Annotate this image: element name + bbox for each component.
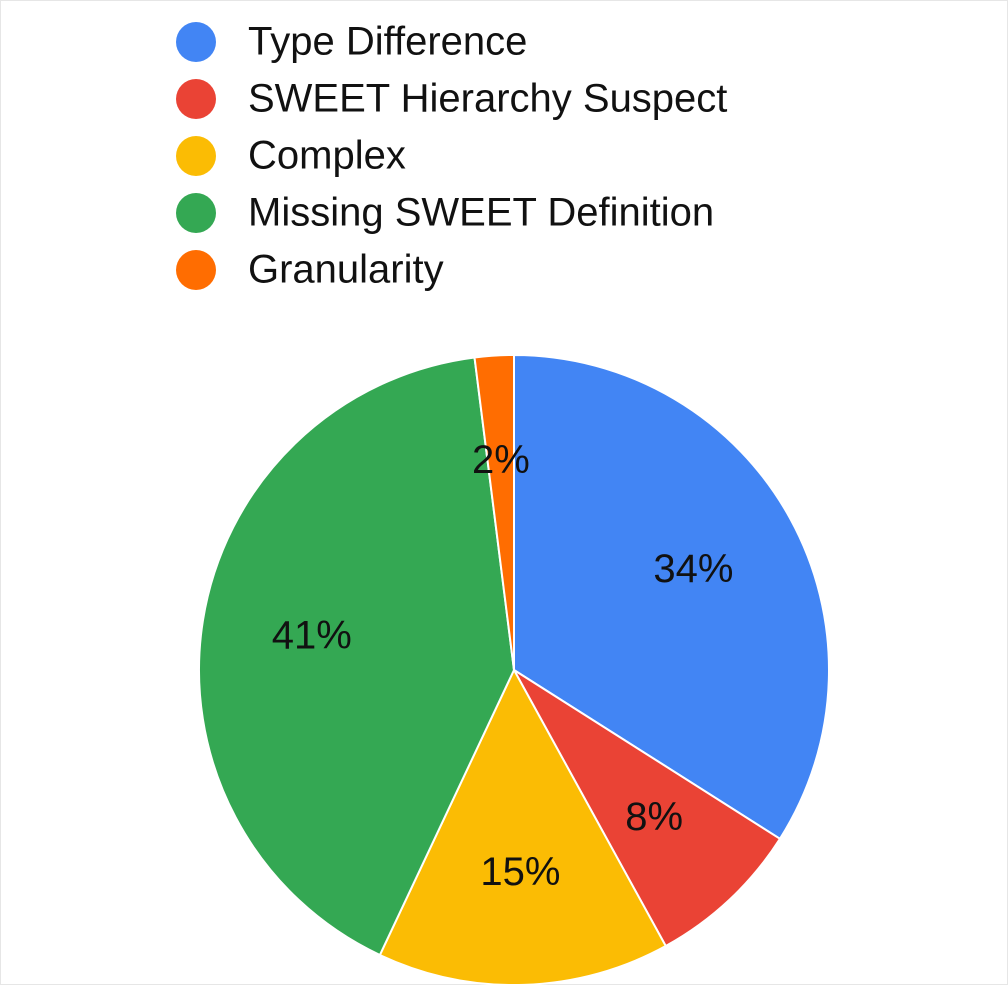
legend-swatch <box>176 79 216 119</box>
pie-slice <box>473 353 515 671</box>
pie-slice <box>513 669 782 948</box>
legend-label: Missing SWEET Definition <box>248 191 714 235</box>
pie-slice <box>198 356 516 957</box>
data-label: 41% <box>272 614 352 658</box>
data-label: 34% <box>653 547 733 591</box>
data-label: 2% <box>472 438 530 482</box>
legend-label: Granularity <box>248 248 444 292</box>
legend-swatch <box>176 193 216 233</box>
legend-swatch <box>176 250 216 290</box>
legend-label: Complex <box>248 134 406 178</box>
legend-swatch <box>176 22 216 62</box>
pie-slice <box>513 353 830 841</box>
legend-label: Type Difference <box>248 20 527 64</box>
legend-swatch <box>176 136 216 176</box>
data-label: 15% <box>480 850 560 894</box>
data-label: 8% <box>625 795 683 839</box>
legend-label: SWEET Hierarchy Suspect <box>248 77 727 121</box>
